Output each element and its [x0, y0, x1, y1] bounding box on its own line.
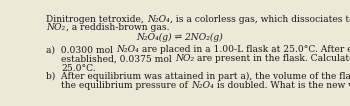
Text: are placed in a 1.00-L flask at 25.0°C. After equilibrium is: are placed in a 1.00-L flask at 25.0°C. …	[139, 45, 350, 54]
Text: 25.0°C.: 25.0°C.	[61, 63, 96, 73]
Text: Dinitrogen tetroxide,: Dinitrogen tetroxide,	[47, 15, 147, 24]
Text: N₂O₄: N₂O₄	[191, 81, 214, 90]
Text: b)  After equilibrium was attained in part a), the volume of the flask is change: b) After equilibrium was attained in par…	[47, 72, 350, 81]
Text: , a reddish-brown gas.: , a reddish-brown gas.	[65, 23, 169, 32]
Text: NO₂: NO₂	[175, 54, 194, 63]
Text: , is a colorless gas, which dissociates to give nitrogen dioxide,: , is a colorless gas, which dissociates …	[170, 15, 350, 24]
Text: are present in the flask. Calculate the value of K at: are present in the flask. Calculate the …	[194, 54, 350, 63]
Text: N₂O₄(g) ⇌ 2NO₂(g): N₂O₄(g) ⇌ 2NO₂(g)	[136, 33, 223, 42]
Text: the equilibrium pressure of: the equilibrium pressure of	[61, 81, 191, 90]
Text: N₂O₄: N₂O₄	[116, 45, 139, 54]
Text: NO₂: NO₂	[47, 23, 65, 32]
Text: a)  0.0300 mol: a) 0.0300 mol	[47, 45, 116, 54]
Text: is doubled. What is the new volume of the flask?: is doubled. What is the new volume of th…	[214, 81, 350, 90]
Text: established, 0.0375 mol: established, 0.0375 mol	[61, 54, 175, 63]
Text: N₂O₄: N₂O₄	[147, 15, 170, 24]
